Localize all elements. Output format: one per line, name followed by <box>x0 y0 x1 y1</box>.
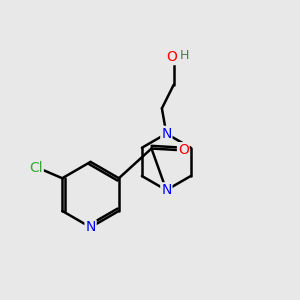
Text: N: N <box>161 127 172 141</box>
Text: O: O <box>166 50 177 64</box>
Text: Cl: Cl <box>29 161 43 175</box>
Text: H: H <box>179 49 189 62</box>
Text: O: O <box>178 143 189 157</box>
Text: N: N <box>161 183 172 197</box>
Text: N: N <box>85 220 96 234</box>
